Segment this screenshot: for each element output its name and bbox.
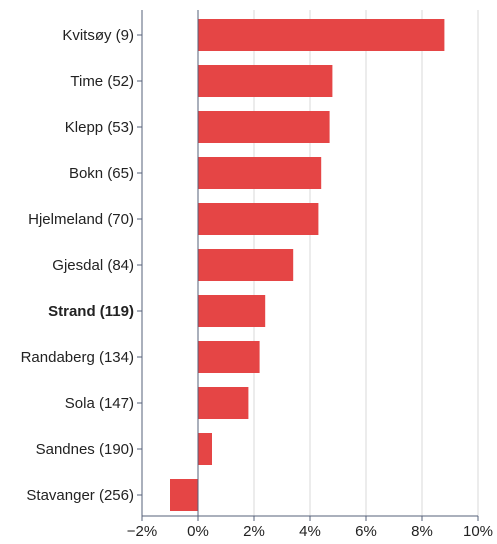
category-label: Hjelmeland (70) bbox=[28, 211, 134, 228]
x-tick-label: 6% bbox=[355, 523, 377, 539]
bar bbox=[198, 341, 260, 373]
bar bbox=[198, 249, 294, 281]
x-tick-label: −2% bbox=[127, 523, 157, 539]
x-tick-label: 2% bbox=[243, 523, 265, 539]
bar bbox=[198, 157, 322, 189]
bar bbox=[198, 111, 330, 143]
x-tick-label: 8% bbox=[411, 523, 433, 539]
category-label: Sola (147) bbox=[65, 395, 134, 412]
category-label: Gjesdal (84) bbox=[52, 257, 134, 274]
bar bbox=[170, 479, 198, 511]
bar bbox=[198, 387, 249, 419]
category-label: Kvitsøy (9) bbox=[62, 27, 134, 44]
bar-layer bbox=[170, 19, 445, 511]
bar bbox=[198, 295, 266, 327]
bar bbox=[198, 19, 445, 51]
category-label-layer: Kvitsøy (9) Time (52) Klepp (53) Bokn (65) H… bbox=[21, 27, 134, 504]
x-tick-label: 4% bbox=[299, 523, 321, 539]
category-label: Stavanger (256) bbox=[26, 487, 134, 504]
category-label: Sandnes (190) bbox=[36, 441, 134, 458]
category-label: Randaberg (134) bbox=[21, 349, 134, 366]
bar bbox=[198, 433, 212, 465]
x-tick-label: 10% bbox=[463, 523, 493, 539]
category-label: Bokn (65) bbox=[69, 165, 134, 182]
bar bbox=[198, 65, 333, 97]
category-label: Klepp (53) bbox=[65, 119, 134, 136]
category-label: Time (52) bbox=[70, 73, 134, 90]
axis-layer bbox=[137, 10, 479, 521]
category-label: Strand (119) bbox=[48, 303, 134, 320]
tick-label-layer: −2% 0% 2% 4% 6% 8% 10% bbox=[127, 523, 493, 540]
bar bbox=[198, 203, 319, 235]
x-tick-label: 0% bbox=[187, 523, 209, 539]
